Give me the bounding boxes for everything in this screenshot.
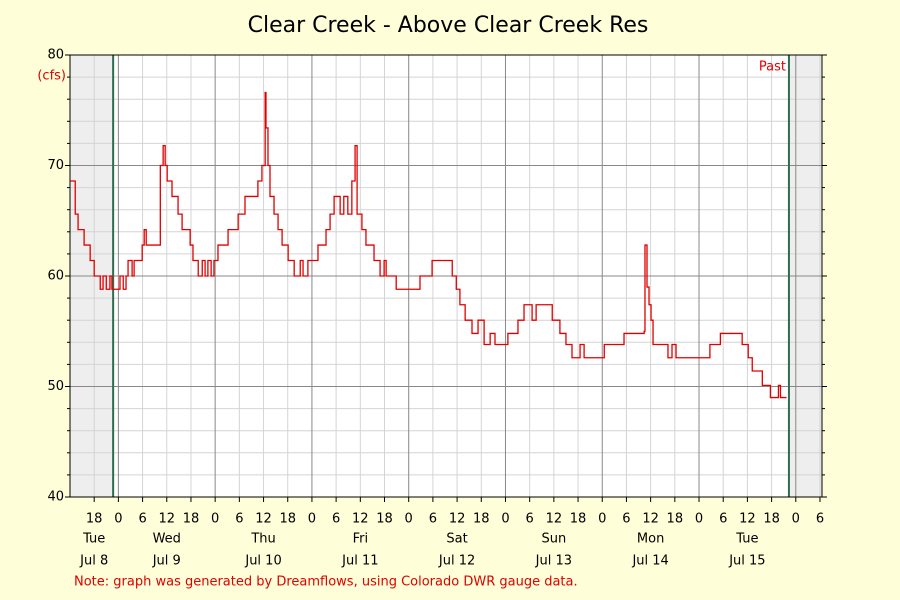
- x-tick-label: 12: [546, 512, 563, 527]
- x-tick-label: 18: [570, 512, 587, 527]
- x-tick-label: 12: [642, 512, 659, 527]
- x-tick-label: 6: [622, 512, 630, 527]
- x-tick-label: 0: [405, 512, 413, 527]
- day-date: Jul 15: [728, 554, 765, 569]
- x-tick-label: 12: [449, 512, 466, 527]
- day-weekday: Fri: [353, 532, 369, 547]
- x-tick-label: 18: [279, 512, 296, 527]
- x-tick-label: 0: [211, 512, 219, 527]
- x-tick-label: 6: [719, 512, 727, 527]
- x-tick-label: 0: [308, 512, 316, 527]
- day-date: Jul 9: [152, 554, 181, 569]
- x-tick-label: 18: [763, 512, 780, 527]
- day-date: Jul 8: [79, 554, 108, 569]
- y-tick-label: 60: [47, 269, 64, 284]
- x-tick-label: 18: [183, 512, 200, 527]
- x-tick-label: 6: [429, 512, 437, 527]
- y-tick-label: 50: [47, 379, 64, 394]
- x-tick-label: 0: [598, 512, 606, 527]
- x-tick-label: 6: [138, 512, 146, 527]
- x-tick-label: 12: [352, 512, 369, 527]
- x-tick-label: 0: [792, 512, 800, 527]
- day-weekday: Tue: [735, 532, 758, 547]
- day-date: Jul 13: [535, 554, 572, 569]
- x-tick-label: 12: [739, 512, 756, 527]
- x-tick-label: 18: [473, 512, 490, 527]
- day-weekday: Tue: [82, 532, 105, 547]
- x-tick-label: 18: [86, 512, 103, 527]
- x-tick-label: 6: [332, 512, 340, 527]
- note: Note: graph was generated by Dreamflows,…: [74, 575, 578, 590]
- x-tick-label: 6: [526, 512, 534, 527]
- y-tick-label: 70: [47, 158, 64, 173]
- day-weekday: Mon: [637, 532, 664, 547]
- x-tick-label: 12: [158, 512, 175, 527]
- y-unit: (cfs): [37, 69, 66, 84]
- flow-line: [70, 91, 787, 399]
- day-date: Jul 10: [244, 554, 281, 569]
- y-tick-label: 40: [47, 490, 64, 505]
- x-tick-label: 0: [501, 512, 509, 527]
- day-date: Jul 12: [438, 554, 475, 569]
- x-tick-label: 6: [235, 512, 243, 527]
- day-weekday: Thu: [250, 532, 275, 547]
- x-tick-label: 0: [695, 512, 703, 527]
- x-tick-label: 18: [376, 512, 393, 527]
- day-weekday: Wed: [153, 532, 181, 547]
- chart-title: Clear Creek - Above Clear Creek Res: [248, 13, 649, 38]
- day-weekday: Sun: [541, 532, 566, 547]
- x-tick-label: 0: [114, 512, 122, 527]
- annotation: Past: [759, 60, 786, 75]
- x-tick-label: 18: [667, 512, 684, 527]
- day-weekday: Sat: [446, 532, 467, 547]
- day-date: Jul 11: [341, 554, 378, 569]
- x-tick-label: 6: [816, 512, 824, 527]
- y-tick-label: 80: [47, 48, 64, 63]
- day-date: Jul 14: [631, 554, 668, 569]
- x-tick-label: 12: [255, 512, 272, 527]
